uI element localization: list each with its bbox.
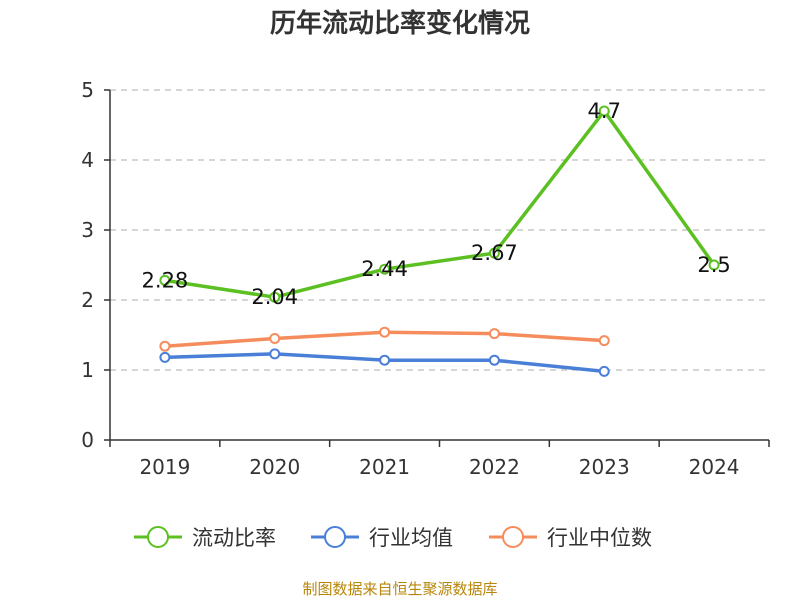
data-point: [379, 263, 391, 275]
data-point: [379, 354, 391, 366]
data-point: [159, 340, 171, 352]
legend-label: 行业中位数: [547, 526, 652, 550]
data-point: [708, 259, 720, 271]
data-point: [159, 274, 171, 286]
y-tick-label: 4: [81, 148, 94, 172]
y-tick-label: 1: [81, 358, 94, 382]
data-point: [488, 328, 500, 340]
data-point: [598, 335, 610, 347]
data-label: 2.67: [471, 241, 518, 265]
x-tick-label: 2019: [139, 455, 190, 479]
x-tick-label: 2020: [249, 455, 300, 479]
y-tick-label: 0: [81, 428, 94, 452]
source-note: 制图数据来自恒生聚源数据库: [302, 580, 498, 598]
data-point: [488, 247, 500, 259]
data-point: [269, 291, 281, 303]
data-point: [598, 365, 610, 377]
x-tick-label: 2023: [579, 455, 630, 479]
legend-label: 行业均值: [369, 526, 453, 550]
y-tick-label: 3: [81, 218, 94, 242]
data-point: [269, 333, 281, 344]
x-tick-label: 2021: [359, 455, 410, 479]
y-tick-label: 5: [81, 78, 94, 102]
legend-label: 流动比率: [192, 526, 276, 550]
chart-title: 历年流动比率变化情况: [269, 9, 530, 39]
series-line: [164, 109, 716, 299]
data-point: [159, 351, 171, 363]
data-label: 2.28: [142, 268, 189, 292]
legend-marker: [324, 526, 346, 548]
data-point: [269, 348, 281, 360]
legend-marker: [147, 526, 169, 548]
data-point: [598, 105, 610, 117]
data-point: [379, 326, 391, 338]
data-label: 2.04: [251, 285, 298, 309]
data-point: [488, 354, 500, 366]
x-tick-label: 2022: [469, 455, 520, 479]
data-label: 2.5: [697, 253, 730, 277]
data-label: 2.44: [361, 257, 408, 281]
data-label: 4.7: [588, 99, 621, 123]
x-tick-label: 2024: [689, 455, 740, 479]
legend-marker: [502, 526, 524, 548]
y-tick-label: 2: [81, 288, 94, 312]
